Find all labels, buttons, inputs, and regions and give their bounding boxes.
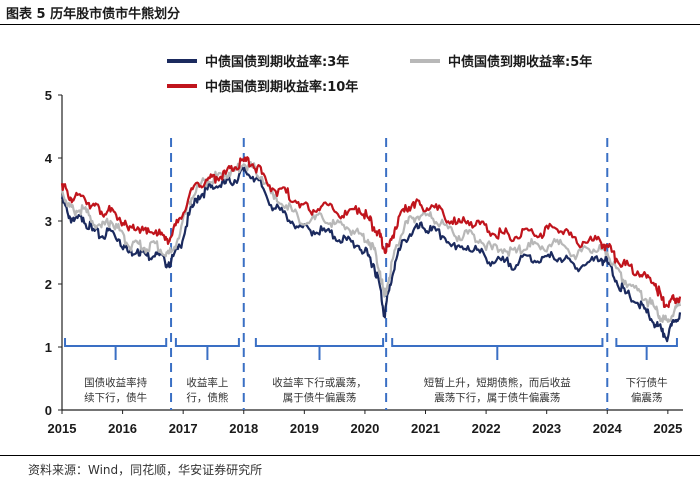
series-lines — [60, 156, 682, 343]
source-note: 资料来源：Wind，同花顺，华安证券研究所 — [28, 463, 263, 477]
phase-label: 震荡下行，属于债牛偏震荡 — [434, 391, 560, 404]
phase-label: 续下行，债牛 — [84, 391, 147, 404]
x-tick-label: 2016 — [108, 421, 137, 436]
phase-label: 短暂上升，短期债熊，而后收益 — [424, 376, 571, 389]
phase-label: 国债收益率持 — [84, 376, 147, 389]
y-tick-label: 3 — [45, 214, 52, 229]
bottom-rule — [0, 455, 700, 456]
x-tick-label: 2018 — [229, 421, 258, 436]
series-line-1 — [60, 166, 682, 343]
y-tick-label: 4 — [45, 151, 53, 166]
legend-label: 中债国债到期收益率:3年 — [205, 54, 349, 70]
yield-chart: 0 1 2 3 4 5 2015 2016 2017 2018 2019 2020 2021 2022 20… — [45, 54, 683, 436]
phase-label: 收益率下行或震荡， — [272, 376, 367, 389]
phase-label: 偏震荡 — [631, 391, 663, 404]
y-tick-label: 2 — [45, 277, 52, 292]
series-line-2 — [60, 161, 682, 323]
phase-label: 行，债熊 — [186, 391, 228, 404]
legend-label: 中债国债到期收益率:10年 — [205, 79, 358, 95]
phase-dividers — [170, 138, 609, 410]
x-tick-label: 2021 — [411, 421, 440, 436]
phase-label: 收益率上 — [186, 376, 228, 389]
phase-bracket — [64, 338, 168, 347]
y-tick-label: 0 — [45, 403, 52, 418]
x-tick-label: 2025 — [653, 421, 682, 436]
title-rule — [0, 24, 700, 25]
series-line-3 — [60, 156, 682, 309]
x-tick-label: 2022 — [472, 421, 501, 436]
phase-label: 下行债牛 — [626, 376, 668, 389]
x-tick-label: 2020 — [350, 421, 379, 436]
x-tick-label: 2024 — [593, 421, 623, 436]
phase-bracket — [174, 338, 240, 347]
x-tick-label: 2017 — [169, 421, 198, 436]
x-tick-label: 2019 — [290, 421, 319, 436]
axes: 0 1 2 3 4 5 2015 2016 2017 2018 2019 2020 2021 2022 20… — [45, 88, 683, 436]
figure-title: 图表 5 历年股市债市牛熊划分 — [6, 7, 181, 22]
phase-bracket — [391, 338, 604, 347]
y-tick-label: 1 — [45, 340, 52, 355]
legend-label: 中债国债到期收益率:5年 — [448, 54, 592, 70]
x-tick-label: 2023 — [532, 421, 561, 436]
x-tick-label: 2015 — [48, 421, 77, 436]
y-tick-label: 5 — [45, 88, 52, 103]
phase-label: 属于债牛偏震荡 — [283, 391, 357, 404]
phase-bracket — [254, 338, 385, 347]
